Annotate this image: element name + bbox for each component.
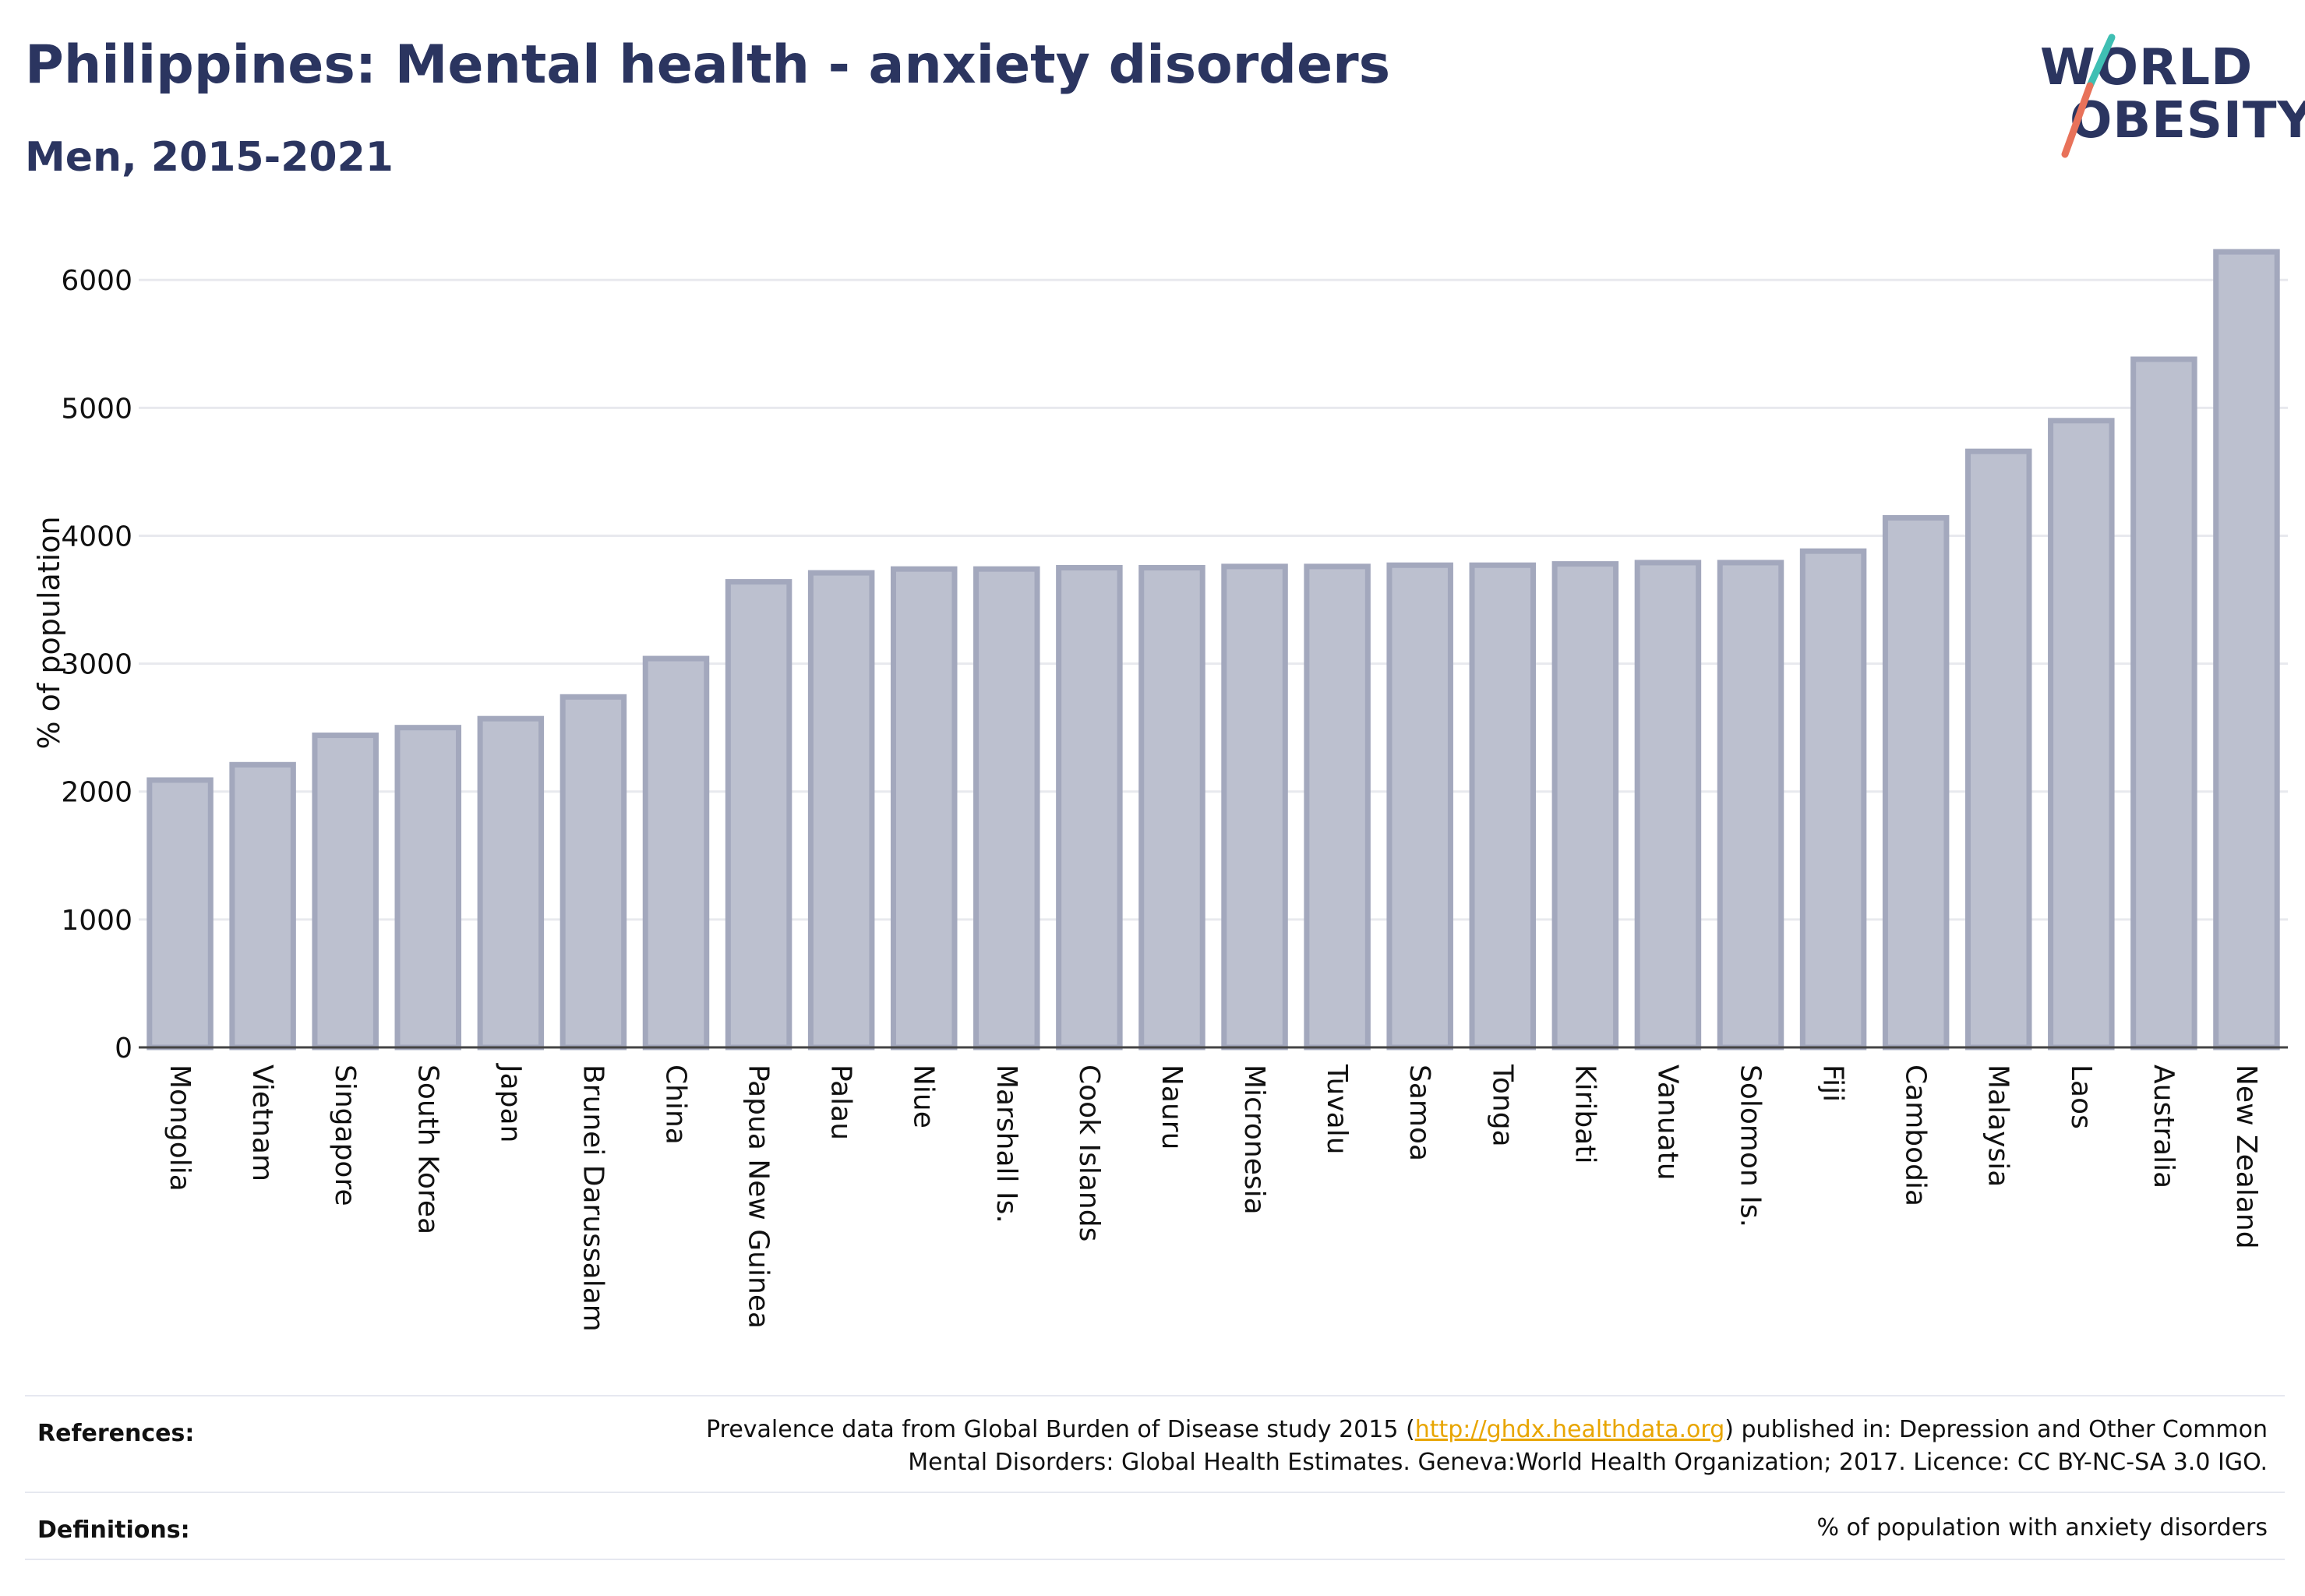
x-tick-label: Vietnam	[246, 1065, 278, 1181]
bar-cambodia	[1882, 515, 1950, 1050]
definitions-label: Definitions:	[37, 1517, 190, 1544]
bar-micronesia	[1221, 563, 1288, 1050]
y-tick-label: 5000	[61, 393, 132, 425]
x-tick-label: Tonga	[1486, 1064, 1518, 1147]
bar-singapore	[312, 733, 379, 1050]
references-label: References:	[37, 1420, 195, 1447]
logo-text-line1: WORLD	[2040, 39, 2254, 97]
references-text: Prevalence data from Global Burden of Di…	[706, 1414, 2268, 1479]
footer-divider-middle	[25, 1492, 2285, 1493]
bar-marshall-is	[973, 566, 1040, 1050]
x-tick-label: Samoa	[1403, 1065, 1435, 1161]
x-tick-label: Mongolia	[164, 1065, 196, 1192]
x-tick-label: Vanuatu	[1651, 1065, 1683, 1181]
axes: 0 1000 2000 3000 4000 5000 6000 Mongolia Vietnam…	[61, 265, 2288, 1332]
x-tick-label: Malaysia	[1982, 1065, 2014, 1187]
bar-palau	[807, 570, 875, 1050]
bar-vietnam	[229, 761, 296, 1050]
bar-papua-new-guinea	[725, 579, 792, 1050]
x-tick-label: Nauru	[1156, 1065, 1188, 1149]
bar-chart: 0 1000 2000 3000 4000 5000 6000 Mongolia Vietnam…	[32, 249, 2288, 1332]
references-line2: Mental Disorders: Global Health Estimate…	[908, 1449, 2268, 1476]
x-tick-label: Solomon Is.	[1735, 1065, 1767, 1227]
footer-divider-bottom	[25, 1559, 2285, 1560]
bar-china	[642, 655, 710, 1050]
chart-title: Philippines: Mental health - anxiety dis…	[25, 34, 1391, 96]
y-tick-label: 6000	[61, 265, 132, 297]
x-tick-label: Micronesia	[1238, 1065, 1270, 1215]
bar-solomon-is	[1717, 560, 1784, 1050]
chart-subtitle: Men, 2015-2021	[25, 134, 394, 181]
bar-south-korea	[394, 725, 462, 1050]
y-tick-label: 1000	[61, 905, 132, 937]
bar-japan	[477, 715, 545, 1050]
bar-brunei-darussalam	[559, 694, 627, 1050]
x-tick-label: China	[660, 1065, 692, 1145]
x-tick-label: Australia	[2148, 1065, 2180, 1188]
y-tick-label: 4000	[61, 521, 132, 553]
bar-australia	[2130, 356, 2197, 1050]
y-tick-label: 2000	[61, 777, 132, 809]
bar-tuvalu	[1304, 563, 1371, 1050]
bar-vanuatu	[1634, 560, 1702, 1050]
x-tick-label: Cambodia	[1900, 1065, 1932, 1206]
x-tick-label: Papua New Guinea	[743, 1065, 775, 1329]
x-tick-label: Japan	[494, 1063, 526, 1142]
bar-laos	[2048, 418, 2115, 1050]
bar-malaysia	[1964, 448, 2032, 1050]
references-link[interactable]: http://ghdx.healthdata.org	[1414, 1416, 1725, 1443]
definitions-text: % of population with anxiety disorders	[1816, 1514, 2268, 1541]
y-axis-label: % of population	[32, 516, 66, 749]
x-tick-label: Laos	[2065, 1065, 2097, 1129]
x-tick-label: New Zealand	[2230, 1065, 2262, 1249]
bar-kiribati	[1551, 561, 1619, 1050]
bar-mongolia	[146, 777, 214, 1050]
bars	[146, 249, 2280, 1050]
x-tick-label: Singapore	[329, 1065, 361, 1206]
references-line1: Prevalence data from Global Burden of Di…	[706, 1414, 2268, 1446]
x-tick-label: Niue	[908, 1065, 940, 1128]
x-tick-label: South Korea	[411, 1065, 443, 1234]
y-tick-label: 0	[115, 1033, 132, 1065]
footer-divider-top	[25, 1395, 2285, 1396]
bar-samoa	[1386, 562, 1453, 1050]
logo-slash-icon	[2061, 34, 2116, 158]
bar-new-zealand	[2213, 249, 2280, 1050]
y-tick-label: 3000	[61, 649, 132, 681]
bar-nauru	[1138, 565, 1205, 1050]
world-obesity-logo: WORLD OBESITY	[2034, 23, 2305, 164]
x-tick-label: Kiribati	[1569, 1065, 1601, 1163]
x-tick-label: Palau	[825, 1065, 857, 1140]
references-text-before: Prevalence data from Global Burden of Di…	[706, 1416, 1415, 1443]
bar-tonga	[1469, 562, 1537, 1050]
x-tick-label: Fiji	[1817, 1065, 1849, 1102]
x-tick-label: Tuvalu	[1321, 1064, 1353, 1155]
logo-text-line2: OBESITY	[2070, 92, 2305, 150]
x-tick-label: Marshall Is.	[990, 1065, 1022, 1223]
references-text-after: ) published in: Depression and Other Com…	[1724, 1416, 2268, 1443]
x-tick-label: Brunei Darussalam	[577, 1065, 609, 1332]
bar-cook-islands	[1056, 565, 1123, 1050]
x-tick-label: Cook Islands	[1073, 1065, 1105, 1241]
bar-fiji	[1799, 548, 1867, 1050]
bar-niue	[890, 566, 958, 1050]
